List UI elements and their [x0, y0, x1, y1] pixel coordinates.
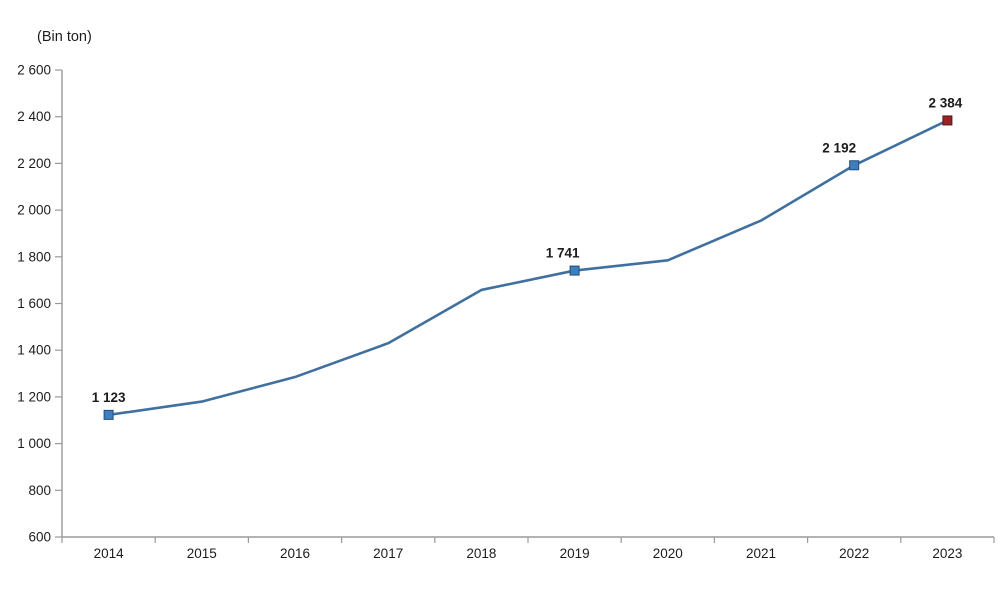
x-axis-tick-label: 2022 — [839, 546, 869, 561]
data-point-marker-2019 — [569, 265, 580, 276]
x-axis-tick-label: 2016 — [280, 546, 310, 561]
x-axis-tick-label: 2020 — [653, 546, 683, 561]
data-point-label-2023: 2 384 — [929, 95, 963, 110]
x-axis-tick-label: 2014 — [94, 546, 125, 561]
x-axis-tick-label: 2017 — [373, 546, 403, 561]
x-axis: 2014 2015 2016 2017 2018 2019 2020 2021 2022 2023 — [61, 536, 995, 561]
y-axis-tick-label: 2 200 — [17, 156, 51, 171]
data-point-markers: 1 123 1 741 2 192 2 384 — [92, 95, 963, 420]
data-point-label-2022: 2 192 — [822, 140, 856, 155]
data-point-marker-2022 — [849, 160, 860, 171]
y-axis-tick-label: 1 000 — [17, 436, 51, 451]
series-line — [107, 119, 949, 417]
y-axis-tick-label: 1 800 — [17, 249, 51, 264]
y-axis-tick-label: 1 200 — [17, 389, 51, 404]
y-axis-tick-label: 600 — [28, 530, 51, 545]
y-axis-tick-label: 1 400 — [17, 343, 51, 358]
x-axis-tick-label: 2018 — [466, 546, 496, 561]
y-axis-tick-label: 800 — [28, 483, 51, 498]
y-axis-tick-label: 2 400 — [17, 109, 51, 124]
data-point-label-2014: 1 123 — [92, 390, 126, 405]
y-axis-unit-label: (Bin ton) — [37, 29, 92, 45]
data-point-label-2019: 1 741 — [546, 246, 580, 261]
data-point-marker-2023 — [942, 115, 953, 126]
y-axis-tick-label: 2 000 — [17, 203, 51, 218]
y-axis: 600 800 1 000 1 200 1 400 1 600 1 800 2 000 2 20… — [17, 63, 63, 545]
x-axis-tick-label: 2015 — [187, 546, 217, 561]
y-axis-tick-label: 1 600 — [17, 296, 51, 311]
data-point-marker-2014 — [103, 409, 114, 420]
y-axis-tick-label: 2 600 — [17, 63, 51, 78]
series-production — [107, 119, 949, 417]
x-axis-tick-label: 2019 — [560, 546, 590, 561]
x-axis-tick-label: 2023 — [932, 546, 962, 561]
x-axis-tick-label: 2021 — [746, 546, 776, 561]
